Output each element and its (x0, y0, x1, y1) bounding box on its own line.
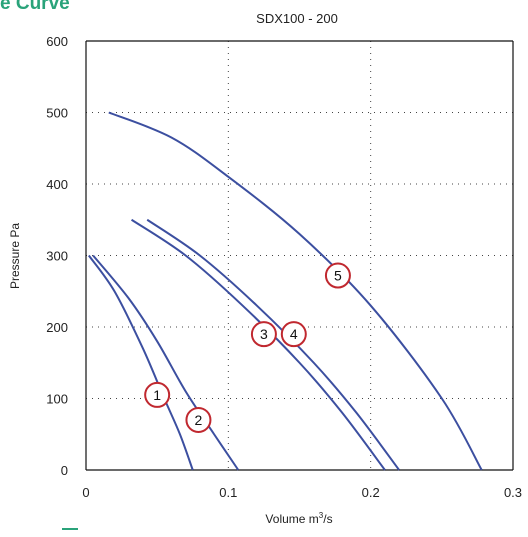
series-marker-label-3: 3 (260, 326, 268, 342)
series-marker-3 (250, 321, 277, 348)
y-tick-labels: 0 100 200 300 400 500 600 (46, 34, 68, 478)
series-line-1 (88, 254, 194, 471)
y-tick-label: 600 (46, 34, 68, 49)
y-tick-label: 100 (46, 392, 68, 407)
x-tick-label: 0 (82, 485, 89, 500)
x-tick-label: 0.1 (219, 485, 237, 500)
series-marker-label-5: 5 (334, 268, 342, 284)
series-marker-label-2: 2 (195, 412, 203, 428)
x-tick-label: 0.3 (504, 485, 522, 500)
y-axis-label: Pressure Pa (8, 223, 22, 289)
heading-fragment (62, 528, 78, 530)
x-tick-labels: 0 0.1 0.2 0.3 (82, 485, 522, 500)
axis-frame (85, 40, 514, 471)
series-marker-4 (280, 321, 307, 348)
y-tick-label: 0 (61, 463, 68, 478)
series-marker-label-4: 4 (290, 326, 298, 342)
series-markers: 1 2 3 4 5 (144, 262, 351, 433)
series-line-5 (108, 111, 483, 471)
series-line-4 (146, 218, 400, 471)
y-tick-label: 400 (46, 177, 68, 192)
series-marker-1 (144, 381, 171, 408)
page-title: e Curve (0, 0, 70, 14)
x-tick-label: 0.2 (362, 485, 380, 500)
series-marker-2 (185, 406, 212, 433)
series-line-2 (92, 254, 240, 471)
series-marker-label-1: 1 (153, 387, 161, 403)
y-tick-label: 500 (46, 106, 68, 121)
y-tick-label: 200 (46, 320, 68, 335)
y-tick-label: 300 (46, 249, 68, 264)
series-lines (88, 111, 483, 471)
x-axis-label: Volume m3/s (265, 511, 332, 526)
series-marker-5 (324, 262, 351, 289)
chart-title: SDX100 - 200 (256, 11, 338, 26)
